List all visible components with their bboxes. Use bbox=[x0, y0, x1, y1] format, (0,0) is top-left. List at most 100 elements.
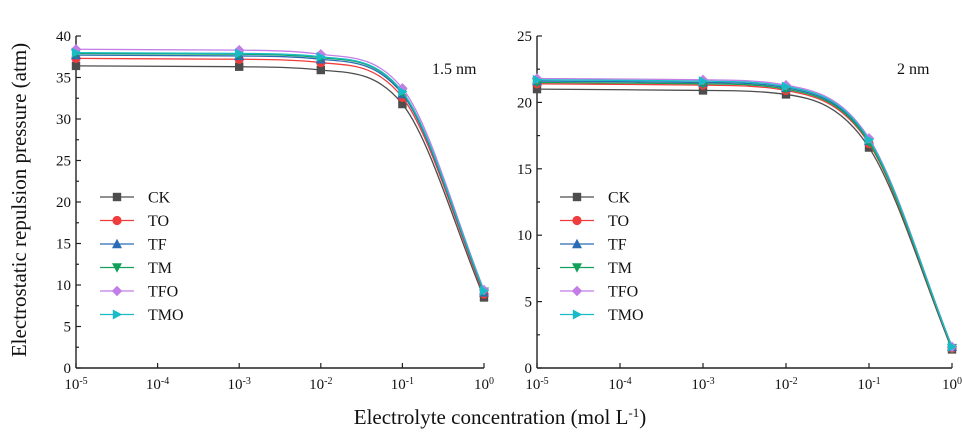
x-tick-label: 10-5 bbox=[525, 376, 548, 394]
series-tf bbox=[71, 49, 489, 297]
series-line-ck bbox=[75, 65, 485, 298]
x-tick-label: 10-4 bbox=[146, 376, 169, 394]
legend-item-tmo: TMO bbox=[560, 307, 644, 324]
x-tick-label: 10-1 bbox=[857, 376, 880, 394]
legend-label: TFO bbox=[608, 284, 638, 301]
series-tmo bbox=[532, 74, 958, 352]
data-point-tmo bbox=[235, 48, 245, 59]
x-tick-exponent: -4 bbox=[161, 376, 169, 387]
data-point-tmo bbox=[864, 134, 875, 145]
x-tick-base: 10 bbox=[474, 377, 489, 393]
x-tick-base: 10 bbox=[525, 377, 540, 393]
y-tick-label: 15 bbox=[56, 237, 71, 253]
series-tm bbox=[71, 49, 489, 297]
y-tick-label: 10 bbox=[517, 228, 532, 244]
x-tick-label: 100 bbox=[942, 376, 962, 394]
x-tick-base: 10 bbox=[691, 377, 706, 393]
data-point-ck bbox=[316, 65, 325, 75]
y-tick-label: 35 bbox=[56, 71, 71, 87]
x-tick-base: 10 bbox=[146, 377, 161, 393]
series-tfo bbox=[531, 73, 958, 352]
legend-item-tf: TF bbox=[560, 237, 627, 254]
legend-marker bbox=[112, 238, 122, 249]
series-tf bbox=[532, 75, 957, 351]
x-tick-base: 10 bbox=[64, 377, 79, 393]
panel-label: 1.5 nm bbox=[432, 61, 477, 78]
series-line-tf bbox=[75, 54, 485, 293]
legend-marker bbox=[112, 215, 122, 226]
x-tick-exponent: -5 bbox=[540, 376, 548, 387]
x-tick-base: 10 bbox=[309, 377, 324, 393]
legend-item-tm: TM bbox=[100, 260, 172, 277]
series-line-tm bbox=[536, 81, 953, 349]
legend-item-tfo: TFO bbox=[100, 284, 178, 301]
data-point-tmo bbox=[532, 74, 543, 85]
legend-item-tf: TF bbox=[100, 237, 167, 254]
x-tick-label: 100 bbox=[474, 376, 494, 394]
series-tfo bbox=[70, 44, 490, 296]
x-axis-label: Electrolyte concentration (mol L-1) bbox=[354, 405, 646, 430]
y-axis-label: Electrostatic repulsion pressure (atm) bbox=[7, 43, 31, 357]
x-tick-exponent: -1 bbox=[872, 376, 880, 387]
legend-item-to: TO bbox=[560, 213, 629, 230]
x-tick-label: 10-1 bbox=[391, 376, 414, 394]
data-point-ck bbox=[235, 62, 244, 71]
y-tick-label: 25 bbox=[517, 29, 532, 45]
legend-marker bbox=[572, 263, 582, 273]
legend-label: TFO bbox=[148, 284, 178, 301]
y-tick-label: 15 bbox=[517, 162, 532, 178]
legend-marker bbox=[111, 285, 123, 297]
x-tick-exponent: -3 bbox=[706, 376, 714, 387]
legend-marker bbox=[572, 238, 582, 249]
series-line-tm bbox=[75, 52, 485, 292]
legend-label: CK bbox=[608, 190, 631, 207]
legend-label: TMO bbox=[608, 307, 644, 324]
legend-marker bbox=[572, 309, 583, 320]
legend-label: TO bbox=[148, 213, 169, 230]
data-point-ck bbox=[698, 86, 708, 95]
x-tick-base: 10 bbox=[942, 377, 957, 393]
y-tick-label: 10 bbox=[56, 278, 71, 294]
x-tick-exponent: 0 bbox=[957, 376, 962, 387]
series-line-to bbox=[536, 83, 953, 349]
series-to bbox=[71, 53, 489, 299]
y-tick-label: 0 bbox=[64, 361, 72, 377]
x-tick-label: 10-5 bbox=[64, 376, 87, 394]
x-tick-exponent: -1 bbox=[406, 376, 414, 387]
legend-label: TF bbox=[608, 237, 627, 254]
x-tick-base: 10 bbox=[228, 377, 243, 393]
legend-item-ck: CK bbox=[560, 190, 631, 207]
legend-label: TM bbox=[608, 260, 632, 277]
data-point-tmo bbox=[698, 76, 709, 87]
data-point-tmo bbox=[398, 86, 408, 97]
y-tick-label: 20 bbox=[517, 95, 532, 111]
series-line-to bbox=[75, 57, 485, 295]
data-point-tmo bbox=[781, 81, 792, 92]
data-point-ck bbox=[532, 84, 542, 94]
legend-marker bbox=[572, 215, 582, 226]
series-to bbox=[532, 79, 957, 353]
legend: CK TO TF TM TFO TMO bbox=[560, 190, 644, 324]
data-point-tmo bbox=[316, 51, 326, 62]
y-tick-label: 40 bbox=[56, 29, 71, 45]
legend-label: TMO bbox=[148, 307, 184, 324]
data-point-ck bbox=[71, 61, 81, 71]
panel-label: 2 nm bbox=[897, 61, 930, 78]
y-tick-label: 5 bbox=[525, 295, 533, 311]
series-ck bbox=[71, 61, 489, 302]
data-point-tmo bbox=[71, 47, 82, 58]
y-tick-label: 25 bbox=[56, 154, 71, 170]
series-tmo bbox=[71, 47, 490, 296]
y-tick-label: 20 bbox=[56, 195, 71, 211]
legend-item-to: TO bbox=[100, 213, 169, 230]
legend-item-ck: CK bbox=[100, 190, 171, 207]
x-tick-label: 10-3 bbox=[691, 376, 714, 394]
legend: CK TO TF TM TFO TMO bbox=[100, 190, 184, 324]
data-point-tmo bbox=[947, 341, 958, 352]
series-tm bbox=[532, 78, 957, 354]
legend-item-tm: TM bbox=[560, 260, 632, 277]
legend-label: TO bbox=[608, 213, 629, 230]
x-tick-label: 10-2 bbox=[309, 376, 332, 394]
